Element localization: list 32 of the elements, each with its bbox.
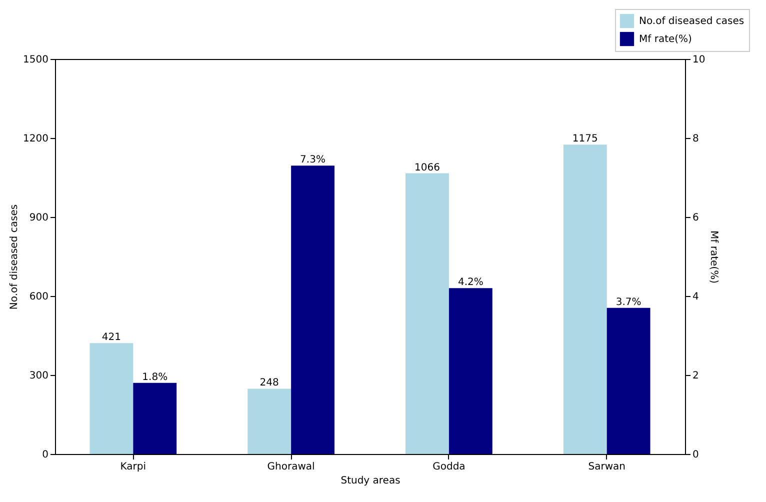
data-label: 3.7% [616,296,642,308]
y-axis-title: No.of diseased cases [9,204,20,310]
y-tick-label: 0 [42,450,48,460]
y2-axis-title: Mf rate(%) [708,230,720,284]
legend-label: Mf rate(%) [639,34,692,45]
x-tick-label: Sarwan [588,462,626,472]
data-label: 1.8% [142,372,168,383]
data-label: 1175 [572,134,598,145]
data-label: 4.2% [458,277,484,288]
y2-tick-label: 6 [692,212,699,224]
legend-label: No.of diseased cases [639,16,744,27]
x-tick-label: Karpi [120,462,146,472]
x-tick-label: Ghorawal [267,462,315,472]
y-tick-label: 600 [29,292,48,302]
data-label: 248 [260,378,279,389]
data-label: 421 [102,332,121,344]
y2-tick-label: 4 [692,292,699,302]
x-tick-label: Godda [432,462,466,472]
y2-tick-label: 2 [692,370,699,382]
y2-tick-label: 0 [692,450,699,460]
data-label: 1066 [414,162,440,174]
y2-tick-label: 8 [692,134,699,144]
data-label: 7.3% [300,154,326,166]
y-tick-label: 900 [29,212,48,224]
bar [248,388,292,454]
bar [563,144,607,454]
y-tick-label: 300 [29,370,48,382]
y-tick-label: 1500 [23,54,48,66]
y-tick-label: 1200 [23,134,48,144]
y2-tick-label: 10 [692,54,706,66]
bar [291,166,334,454]
x-axis-title: Study areas [340,476,400,486]
